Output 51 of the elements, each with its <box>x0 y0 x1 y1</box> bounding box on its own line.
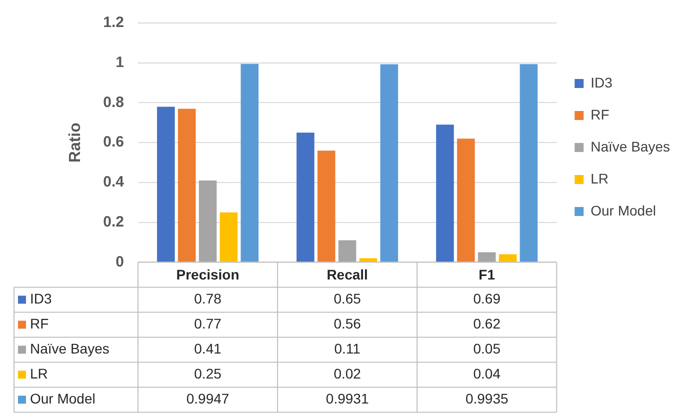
data-label: 0.56 <box>334 316 362 332</box>
data-label: 0.9931 <box>326 390 369 407</box>
legend-label: LR <box>590 170 609 186</box>
data-label: 0.62 <box>473 316 501 332</box>
y-axis-title: Ratio <box>67 122 84 163</box>
data-label: 0.41 <box>194 340 222 357</box>
bar <box>317 150 336 262</box>
legend-label: RF <box>590 106 610 122</box>
text: ID3 <box>590 74 612 90</box>
y-tick-label: 1 <box>116 54 124 72</box>
text: Our Model <box>30 390 96 407</box>
data-label: 0.9935 <box>465 390 508 407</box>
legend-label: Our Model <box>590 202 656 218</box>
x-tick-label: Recall <box>326 266 368 282</box>
bar <box>240 64 259 262</box>
bar <box>478 252 496 262</box>
bar <box>380 64 398 262</box>
data-label: 0.65 <box>334 290 362 307</box>
bar <box>198 180 217 262</box>
y-tick-label: 0.2 <box>103 213 124 230</box>
y-tick-label: 0.6 <box>103 134 124 151</box>
x-tick-label: F1 <box>478 266 496 282</box>
bar <box>436 124 454 262</box>
y-tick-label: 0.4 <box>103 174 125 191</box>
data-label: 0.78 <box>194 290 222 307</box>
text: LR <box>30 366 48 382</box>
bar <box>520 64 538 262</box>
data-label: 0.11 <box>334 340 361 357</box>
y-tick-label: 0 <box>116 253 124 270</box>
x-tick-label: Precision <box>176 266 240 282</box>
data-label: 0.05 <box>473 340 501 357</box>
bar <box>359 258 378 262</box>
bar <box>220 212 238 262</box>
bar <box>157 106 175 262</box>
bar <box>338 240 356 262</box>
text: RF <box>30 316 49 332</box>
bar <box>498 254 517 262</box>
y-tick-label: 0.8 <box>103 94 124 111</box>
data-label: 0.04 <box>473 366 501 382</box>
y-tick-label: 1.2 <box>103 14 124 32</box>
data-label: 0.69 <box>473 290 501 307</box>
data-label: 0.77 <box>194 316 222 332</box>
bar <box>178 108 196 262</box>
text: Naïve Bayes <box>30 340 110 357</box>
bar <box>457 138 475 262</box>
legend-label: ID3 <box>30 290 52 307</box>
data-label: 0.02 <box>334 366 362 382</box>
data-label: 0.9947 <box>186 390 230 407</box>
bar <box>296 132 314 262</box>
data-label: 0.25 <box>194 366 222 382</box>
legend-label: Naïve Bayes <box>590 138 670 154</box>
